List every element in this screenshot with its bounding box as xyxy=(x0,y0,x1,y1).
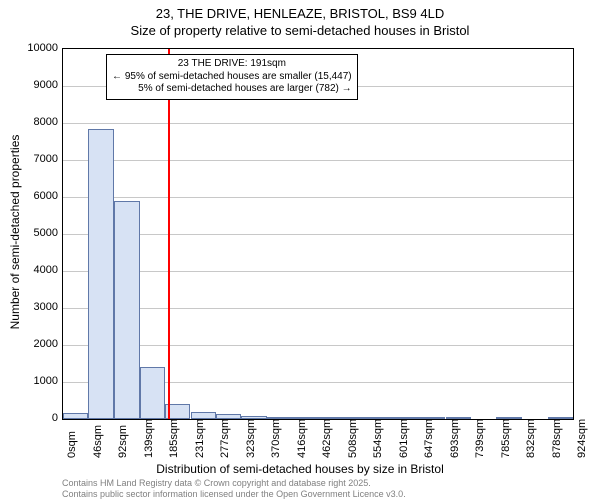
x-tick-label: 323sqm xyxy=(245,419,257,458)
annotation-title: 23 THE DRIVE: 191sqm xyxy=(112,58,352,71)
gridline xyxy=(63,160,573,161)
property-marker-line xyxy=(168,49,170,419)
x-tick-label: 46sqm xyxy=(92,425,104,458)
y-tick-label: 8000 xyxy=(8,116,58,128)
y-tick-label: 6000 xyxy=(8,190,58,202)
x-tick-label: 739sqm xyxy=(474,419,486,458)
x-tick-label: 370sqm xyxy=(270,419,282,458)
annotation-smaller: ← 95% of semi-detached houses are smalle… xyxy=(112,71,352,84)
footer-attribution: Contains HM Land Registry data © Crown c… xyxy=(62,478,406,500)
chart-title: 23, THE DRIVE, HENLEAZE, BRISTOL, BS9 4L… xyxy=(0,6,600,40)
y-tick-label: 1000 xyxy=(8,375,58,387)
x-tick-label: 554sqm xyxy=(372,419,384,458)
histogram-bar xyxy=(88,129,113,419)
y-tick-label: 9000 xyxy=(8,79,58,91)
y-tick-label: 0 xyxy=(8,412,58,424)
footer-line2: Contains public sector information licen… xyxy=(62,489,406,500)
y-tick-label: 10000 xyxy=(8,42,58,54)
footer-line1: Contains HM Land Registry data © Crown c… xyxy=(62,478,406,489)
x-tick-label: 878sqm xyxy=(551,419,563,458)
y-tick-label: 2000 xyxy=(8,338,58,350)
gridline xyxy=(63,123,573,124)
histogram-bar xyxy=(140,367,165,419)
x-tick-label: 277sqm xyxy=(219,419,231,458)
x-tick-label: 185sqm xyxy=(168,419,180,458)
x-tick-label: 601sqm xyxy=(398,419,410,458)
x-tick-label: 92sqm xyxy=(117,425,129,458)
plot-area: 23 THE DRIVE: 191sqm← 95% of semi-detach… xyxy=(62,48,574,420)
y-tick-label: 7000 xyxy=(8,153,58,165)
title-subtitle: Size of property relative to semi-detach… xyxy=(0,23,600,40)
x-tick-label: 416sqm xyxy=(296,419,308,458)
x-tick-label: 693sqm xyxy=(449,419,461,458)
x-tick-label: 647sqm xyxy=(423,419,435,458)
annotation-box: 23 THE DRIVE: 191sqm← 95% of semi-detach… xyxy=(106,54,358,100)
y-tick-label: 5000 xyxy=(8,227,58,239)
gridline xyxy=(63,197,573,198)
x-tick-label: 832sqm xyxy=(525,419,537,458)
y-tick-label: 3000 xyxy=(8,301,58,313)
x-axis-label: Distribution of semi-detached houses by … xyxy=(0,462,600,476)
x-tick-label: 508sqm xyxy=(347,419,359,458)
x-tick-label: 462sqm xyxy=(321,419,333,458)
x-tick-label: 924sqm xyxy=(576,419,588,458)
histogram-bar xyxy=(63,413,88,419)
x-tick-label: 231sqm xyxy=(194,419,206,458)
y-tick-label: 4000 xyxy=(8,264,58,276)
histogram-bar xyxy=(114,201,140,419)
x-tick-label: 139sqm xyxy=(143,419,155,458)
annotation-larger: 5% of semi-detached houses are larger (7… xyxy=(112,83,352,96)
x-tick-label: 0sqm xyxy=(66,431,78,458)
title-address: 23, THE DRIVE, HENLEAZE, BRISTOL, BS9 4L… xyxy=(0,6,600,23)
x-tick-label: 785sqm xyxy=(500,419,512,458)
